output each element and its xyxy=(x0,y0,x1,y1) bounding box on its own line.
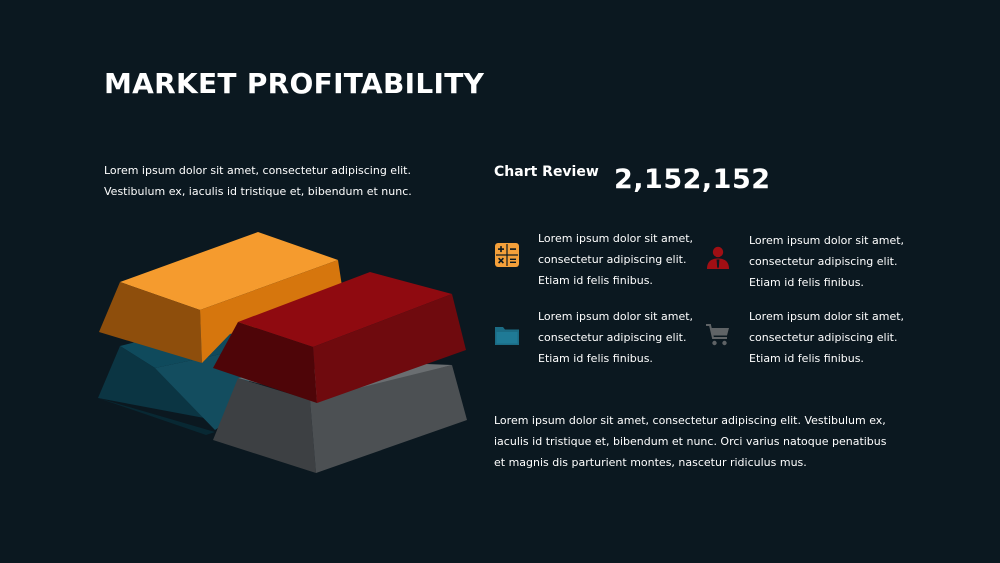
cart-icon xyxy=(706,324,729,346)
feature-user-text: Lorem ipsum dolor sit amet, consectetur … xyxy=(749,234,905,289)
bar-stack-illustration xyxy=(98,232,467,473)
feature-folder-text: Lorem ipsum dolor sit amet, consectetur … xyxy=(538,310,694,365)
folder-icon xyxy=(495,327,519,345)
chart-review-label: Chart Review xyxy=(494,164,599,180)
red-bar xyxy=(213,272,466,403)
intro-text: Lorem ipsum dolor sit amet, consectetur … xyxy=(104,164,412,198)
feature-calculator-text: Lorem ipsum dolor sit amet, consectetur … xyxy=(538,232,694,287)
page-title: MARKET PROFITABILITY xyxy=(104,67,485,100)
calculator-icon xyxy=(495,243,519,267)
user-icon xyxy=(707,246,729,269)
summary-text: Lorem ipsum dolor sit amet, consectetur … xyxy=(494,414,887,469)
chart-review-value: 2,152,152 xyxy=(614,164,771,195)
feature-cart-text: Lorem ipsum dolor sit amet, consectetur … xyxy=(749,310,905,365)
